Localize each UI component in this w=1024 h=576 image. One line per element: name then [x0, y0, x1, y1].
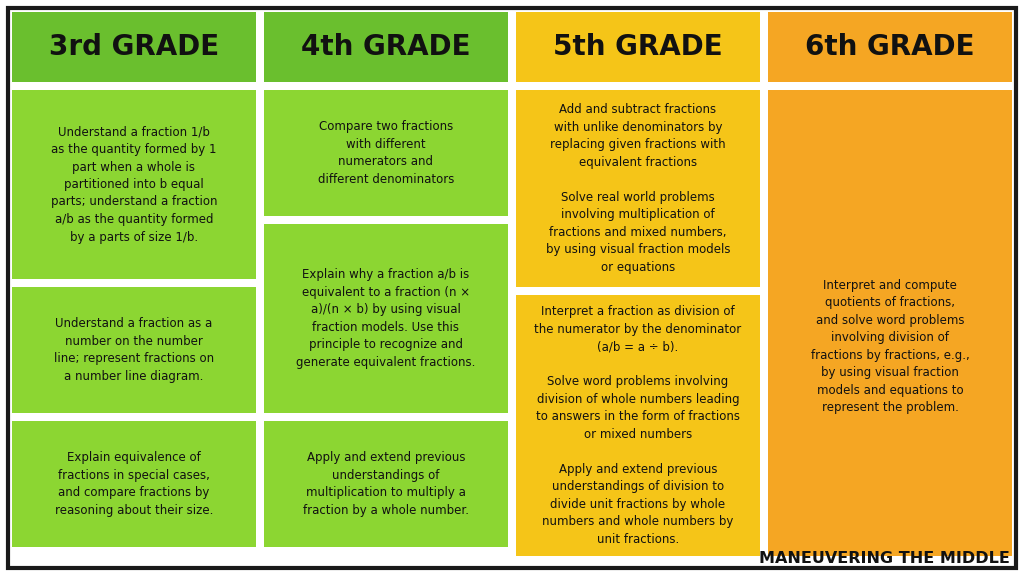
Text: Apply and extend previous
understandings of
multiplication to multiply a
fractio: Apply and extend previous understandings…	[303, 451, 469, 517]
Text: Interpret and compute
quotients of fractions,
and solve word problems
involving : Interpret and compute quotients of fract…	[811, 279, 970, 414]
Bar	[12, 12, 256, 82]
Text: 5th GRADE: 5th GRADE	[553, 33, 723, 61]
Text: MANEUVERING THE MIDDLE: MANEUVERING THE MIDDLE	[759, 551, 1010, 566]
Text: Understand a fraction as a
number on the number
line; represent fractions on
a n: Understand a fraction as a number on the…	[54, 317, 214, 382]
Text: 3rd GRADE: 3rd GRADE	[49, 33, 219, 61]
Bar	[264, 12, 508, 82]
Text: 6th GRADE: 6th GRADE	[805, 33, 975, 61]
Bar	[516, 12, 760, 82]
Text: Understand a fraction 1/b
as the quantity formed by 1
part when a whole is
parti: Understand a fraction 1/b as the quantit…	[51, 126, 217, 244]
Text: Explain equivalence of
fractions in special cases,
and compare fractions by
reas: Explain equivalence of fractions in spec…	[55, 451, 213, 517]
Bar	[12, 287, 256, 413]
Bar	[768, 12, 1012, 82]
Bar	[12, 421, 256, 547]
Bar	[264, 224, 508, 413]
Bar	[516, 90, 760, 287]
Text: Interpret a fraction as division of
the numerator by the denominator
(a/b = a ÷ : Interpret a fraction as division of the …	[535, 305, 741, 545]
Bar	[516, 295, 760, 556]
Text: Explain why a fraction a/b is
equivalent to a fraction (n ×
a)/(n × b) by using : Explain why a fraction a/b is equivalent…	[296, 268, 476, 369]
Bar	[12, 90, 256, 279]
Text: 4th GRADE: 4th GRADE	[301, 33, 471, 61]
Bar	[264, 90, 508, 216]
Bar	[264, 421, 508, 547]
Text: Add and subtract fractions
with unlike denominators by
replacing given fractions: Add and subtract fractions with unlike d…	[546, 103, 730, 274]
Text: Compare two fractions
with different
numerators and
different denominators: Compare two fractions with different num…	[317, 120, 455, 185]
Bar	[768, 90, 1012, 556]
